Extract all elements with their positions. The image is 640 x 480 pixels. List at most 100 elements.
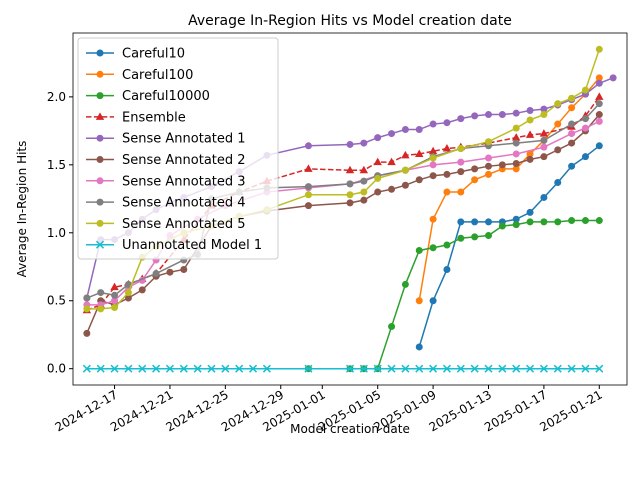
- data-point: [429, 120, 437, 128]
- data-point: [568, 120, 576, 128]
- data-point: [82, 364, 91, 373]
- data-point: [581, 364, 590, 373]
- data-point: [553, 364, 562, 373]
- data-point: [415, 246, 423, 254]
- data-point: [609, 74, 617, 82]
- data-point: [443, 119, 451, 127]
- data-point: [471, 218, 479, 226]
- data-point: [415, 125, 423, 133]
- legend-box: [77, 37, 279, 260]
- data-point: [415, 343, 423, 351]
- data-point: [388, 130, 396, 138]
- data-point: [415, 364, 424, 373]
- data-point: [373, 364, 382, 373]
- data-point: [346, 191, 354, 199]
- data-point: [346, 180, 354, 188]
- data-point: [485, 232, 492, 240]
- data-point: [457, 234, 465, 242]
- data-point: [373, 157, 382, 166]
- data-point: [568, 130, 576, 138]
- data-point: [152, 364, 161, 373]
- data-point: [442, 364, 451, 373]
- data-point: [124, 364, 133, 373]
- y-tick-label: 1.0: [47, 226, 66, 240]
- data-point: [401, 364, 410, 373]
- data-point: [124, 294, 132, 302]
- data-point: [595, 142, 603, 150]
- data-point: [498, 222, 506, 230]
- data-point: [568, 217, 576, 225]
- data-point: [485, 218, 492, 226]
- legend-marker: [96, 156, 104, 163]
- data-point: [443, 188, 451, 196]
- legend-marker: [96, 134, 104, 142]
- legend: Careful10 Careful100 Careful10000 Ensemble S…: [77, 37, 279, 260]
- data-point: [581, 86, 589, 94]
- legend-label: Sense Annotated 1: [122, 132, 246, 147]
- data-point: [387, 157, 396, 166]
- data-point: [166, 268, 174, 276]
- data-point: [554, 120, 562, 128]
- data-point: [179, 364, 188, 373]
- data-point: [457, 115, 465, 123]
- data-point: [180, 265, 188, 273]
- legend-marker: [96, 92, 104, 100]
- data-point: [97, 289, 105, 297]
- data-point: [595, 117, 603, 125]
- data-point: [97, 305, 105, 313]
- legend-marker: [96, 49, 104, 57]
- data-point: [595, 111, 603, 119]
- data-point: [360, 139, 368, 147]
- y-tick-label: 2.0: [47, 90, 66, 104]
- data-point: [484, 364, 493, 373]
- data-point: [512, 150, 520, 158]
- axes-frame: [72, 32, 628, 386]
- data-point: [415, 176, 423, 184]
- data-point: [262, 364, 271, 373]
- data-point: [429, 172, 437, 180]
- data-point: [540, 111, 548, 119]
- data-point: [249, 364, 258, 373]
- data-point: [304, 183, 312, 191]
- data-point: [595, 100, 603, 108]
- data-point: [83, 305, 91, 313]
- data-point: [346, 140, 354, 148]
- legend-marker: [96, 70, 104, 78]
- data-point: [540, 143, 548, 151]
- legend-label: Sense Annotated 4: [122, 196, 246, 211]
- data-point: [138, 286, 146, 294]
- data-point: [568, 162, 576, 170]
- data-point: [539, 364, 548, 373]
- data-point: [471, 165, 479, 173]
- data-point: [443, 241, 451, 249]
- data-point: [540, 136, 548, 144]
- data-point: [401, 280, 409, 288]
- data-point: [526, 155, 534, 163]
- data-point: [110, 282, 119, 291]
- data-point: [485, 154, 492, 162]
- data-point: [96, 364, 105, 373]
- data-point: [428, 146, 438, 155]
- data-point: [304, 364, 313, 373]
- data-point: [111, 297, 119, 305]
- chart-title: Average In-Region Hits vs Model creation…: [188, 13, 512, 29]
- data-point: [512, 165, 520, 173]
- data-point: [111, 304, 119, 312]
- data-point: [457, 188, 465, 196]
- data-point: [401, 125, 409, 133]
- data-point: [539, 129, 549, 137]
- data-point: [429, 154, 437, 162]
- data-point: [581, 124, 589, 132]
- series-line: [418, 145, 600, 348]
- data-point: [512, 215, 520, 223]
- data-point: [485, 170, 492, 178]
- legend-marker: [96, 177, 104, 185]
- data-point: [526, 208, 534, 216]
- data-point: [359, 364, 368, 373]
- data-point: [595, 45, 603, 53]
- data-point: [471, 176, 479, 184]
- data-point: [360, 188, 368, 196]
- data-point: [83, 329, 91, 337]
- data-point: [221, 364, 230, 373]
